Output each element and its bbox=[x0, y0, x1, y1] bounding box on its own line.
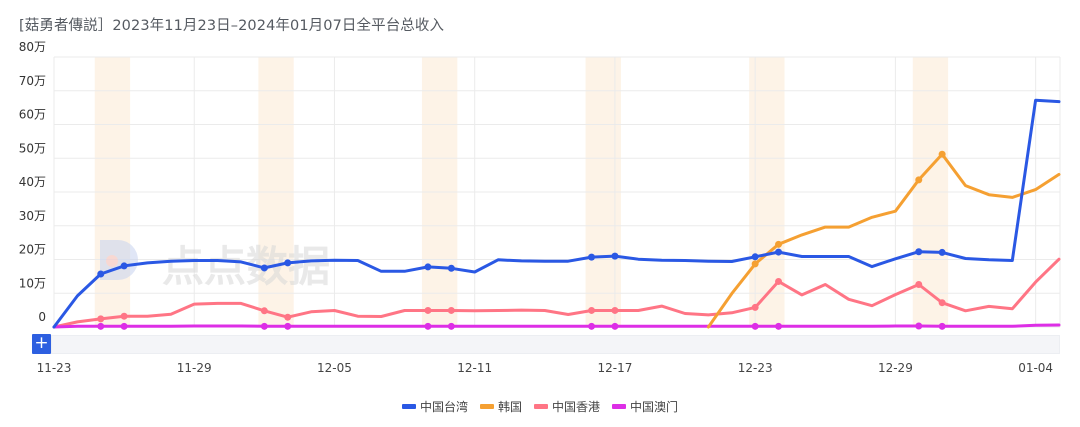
chart-legend: 中国台湾 韩国 中国香港 中国澳门 bbox=[0, 398, 1080, 415]
data-point-marker[interactable] bbox=[447, 264, 455, 272]
data-point-marker[interactable] bbox=[120, 262, 128, 270]
y-axis-tick-label: 30万 bbox=[19, 209, 46, 223]
data-point-marker[interactable] bbox=[447, 322, 455, 330]
data-point-marker[interactable] bbox=[424, 263, 432, 271]
y-axis-tick-label: 0 bbox=[38, 310, 46, 324]
data-point-marker[interactable] bbox=[447, 306, 455, 314]
legend-item-macau[interactable]: 中国澳门 bbox=[612, 398, 678, 415]
data-point-marker[interactable] bbox=[938, 299, 946, 307]
data-point-marker[interactable] bbox=[751, 253, 759, 261]
data-point-marker[interactable] bbox=[611, 322, 619, 330]
series-line[interactable] bbox=[52, 257, 1061, 329]
legend-label: 韩国 bbox=[497, 400, 522, 414]
data-point-marker[interactable] bbox=[775, 322, 783, 330]
legend-item-hongkong[interactable]: 中国香港 bbox=[534, 398, 600, 415]
y-axis-tick-label: 60万 bbox=[19, 108, 46, 122]
data-point-marker[interactable] bbox=[611, 306, 619, 314]
data-point-marker[interactable] bbox=[611, 252, 619, 260]
y-axis-tick-label: 40万 bbox=[19, 175, 46, 189]
data-point-marker[interactable] bbox=[284, 259, 292, 267]
data-point-marker[interactable] bbox=[588, 253, 596, 261]
y-axis-tick-label: 70万 bbox=[19, 74, 46, 88]
legend-label: 中国台湾 bbox=[419, 400, 468, 414]
data-point-marker[interactable] bbox=[260, 307, 268, 315]
legend-item-taiwan[interactable]: 中国台湾 bbox=[401, 398, 468, 415]
series-2 bbox=[52, 257, 1061, 329]
data-point-marker[interactable] bbox=[915, 248, 923, 256]
data-point-marker[interactable] bbox=[915, 280, 923, 288]
data-point-marker[interactable] bbox=[775, 240, 783, 248]
legend-swatch-icon bbox=[479, 404, 494, 409]
data-point-marker[interactable] bbox=[260, 264, 268, 272]
data-point-marker[interactable] bbox=[751, 303, 759, 311]
data-point-marker[interactable] bbox=[775, 248, 783, 256]
x-axis-tick-label: 12-05 bbox=[317, 361, 352, 375]
legend-swatch-icon bbox=[612, 404, 627, 409]
legend-item-korea[interactable]: 韩国 bbox=[479, 398, 522, 415]
data-point-marker[interactable] bbox=[915, 322, 923, 330]
legend-swatch-icon bbox=[401, 404, 416, 409]
x-axis-tick-label: 12-29 bbox=[878, 361, 913, 375]
data-point-marker[interactable] bbox=[751, 260, 759, 268]
y-axis-tick-label: 20万 bbox=[19, 243, 46, 257]
x-axis-tick-label: 11-23 bbox=[37, 361, 72, 375]
data-point-marker[interactable] bbox=[97, 270, 105, 278]
data-point-marker[interactable] bbox=[120, 322, 128, 330]
data-point-marker[interactable] bbox=[588, 322, 596, 330]
data-point-marker[interactable] bbox=[938, 322, 946, 330]
y-axis-tick-label: 50万 bbox=[19, 141, 46, 155]
x-axis-tick-label: 12-23 bbox=[738, 361, 773, 375]
legend-label: 中国澳门 bbox=[630, 400, 679, 414]
data-point-marker[interactable] bbox=[120, 312, 128, 320]
data-point-marker[interactable] bbox=[775, 277, 783, 285]
data-point-marker[interactable] bbox=[424, 322, 432, 330]
y-axis-tick-label: 80万 bbox=[19, 40, 46, 54]
data-point-marker[interactable] bbox=[424, 306, 432, 314]
data-point-marker[interactable] bbox=[97, 322, 105, 330]
dianshu-watermark: 点点数据 bbox=[100, 240, 330, 291]
series-line[interactable] bbox=[52, 98, 1061, 329]
legend-label: 中国香港 bbox=[552, 400, 601, 414]
data-point-marker[interactable] bbox=[284, 322, 292, 330]
data-point-marker[interactable] bbox=[588, 306, 596, 314]
data-point-marker[interactable] bbox=[938, 248, 946, 256]
data-point-marker[interactable] bbox=[260, 322, 268, 330]
x-axis-tick-label: 01-04 bbox=[1018, 361, 1053, 375]
series-3 bbox=[52, 322, 1061, 330]
dianshu-logo-icon bbox=[100, 240, 138, 280]
zoom-plus-button[interactable]: + bbox=[32, 334, 51, 354]
data-point-marker[interactable] bbox=[284, 313, 292, 321]
series-0 bbox=[52, 98, 1061, 329]
chart-title: [菇勇者傳説］2023年11月23日–2024年01月07日全平台总收入 bbox=[19, 18, 445, 34]
x-axis-tick-label: 12-17 bbox=[597, 361, 632, 375]
x-axis-tick-label: 12-11 bbox=[457, 361, 492, 375]
data-point-marker[interactable] bbox=[751, 322, 759, 330]
data-point-marker[interactable] bbox=[97, 315, 105, 323]
y-axis-tick-label: 10万 bbox=[19, 276, 46, 290]
data-zoom-slider-track[interactable] bbox=[51, 335, 1060, 354]
x-axis-tick-label: 11-29 bbox=[177, 361, 212, 375]
line-chart: 0 10万 20万 30万 40万 50万 60万 70万 80万 11-23 11-29 12-05… bbox=[19, 40, 1061, 375]
data-point-marker[interactable] bbox=[915, 176, 923, 184]
data-point-marker[interactable] bbox=[938, 150, 946, 158]
series-line[interactable] bbox=[52, 323, 1061, 329]
legend-swatch-icon bbox=[534, 404, 548, 409]
watermark-text: 点点数据 bbox=[162, 242, 330, 291]
